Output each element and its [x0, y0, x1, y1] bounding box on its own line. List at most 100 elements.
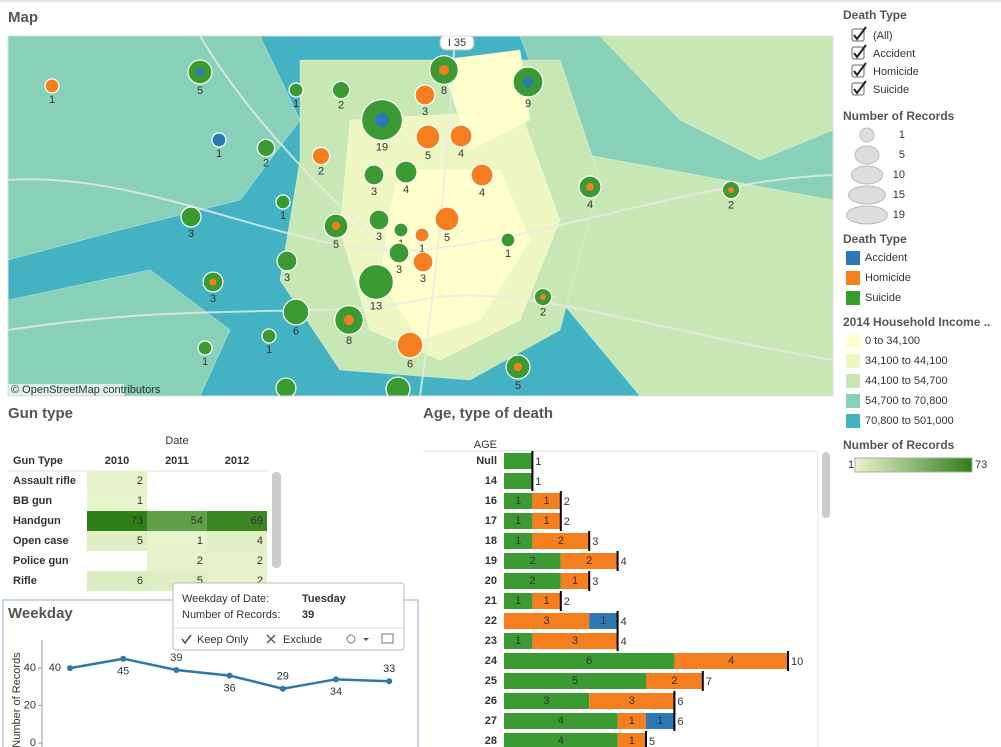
bar-segment[interactable] [504, 473, 533, 489]
point[interactable] [173, 666, 180, 673]
bubble[interactable] [275, 377, 297, 398]
bar-segment[interactable] [560, 573, 590, 589]
cell[interactable] [207, 551, 267, 571]
cell[interactable] [87, 531, 147, 551]
cell[interactable] [87, 571, 147, 591]
bar-segment[interactable] [560, 553, 618, 569]
bar-segment[interactable] [504, 653, 675, 669]
bubble-label: 6 [407, 359, 413, 371]
bubble[interactable] [368, 209, 390, 231]
filter-label[interactable]: Suicide [873, 84, 909, 96]
point[interactable] [120, 655, 127, 662]
bubble[interactable] [288, 82, 304, 98]
bubble[interactable] [415, 124, 441, 150]
bar-segment[interactable] [532, 593, 561, 609]
scrollbar[interactable] [822, 452, 830, 518]
map[interactable]: I 35151219839122543444213531151333313268… [8, 35, 833, 414]
bubble[interactable] [357, 263, 395, 301]
checkbox[interactable] [851, 64, 865, 78]
point[interactable] [386, 678, 393, 685]
bubble[interactable] [434, 206, 460, 232]
bubble[interactable] [261, 328, 277, 344]
bar-segment[interactable] [504, 613, 590, 629]
cell[interactable] [87, 491, 147, 511]
filter-label[interactable]: (All) [873, 30, 893, 42]
bar-segment[interactable] [504, 693, 590, 709]
bubble[interactable] [449, 124, 473, 148]
bubble[interactable] [394, 160, 418, 184]
bar-segment[interactable] [532, 493, 561, 509]
bar-segment[interactable] [617, 713, 646, 729]
scrollbar[interactable] [272, 472, 281, 568]
view-data-icon[interactable] [381, 633, 394, 644]
bubble-inner [343, 314, 355, 326]
bar-segment[interactable] [504, 673, 646, 689]
bar-segment[interactable] [646, 713, 675, 729]
bubble[interactable] [311, 146, 331, 166]
point[interactable] [67, 665, 73, 672]
bubble[interactable] [180, 206, 202, 228]
bar-segment[interactable] [504, 713, 618, 729]
bubble[interactable] [275, 194, 291, 210]
bar-segment[interactable] [504, 513, 533, 529]
bar-segment[interactable] [589, 693, 675, 709]
cell[interactable] [147, 551, 207, 571]
bubble[interactable] [197, 340, 213, 356]
tooltip-action[interactable]: Keep Only [197, 634, 249, 646]
filter-label[interactable]: Homicide [873, 66, 919, 78]
filter-label[interactable]: Accident [873, 48, 915, 60]
cell[interactable] [207, 511, 267, 531]
cell[interactable] [147, 531, 207, 551]
column-group: Date [165, 435, 188, 447]
bar-segment[interactable] [646, 673, 703, 689]
bar-segment[interactable] [504, 553, 561, 569]
bar-segment[interactable] [504, 633, 533, 649]
bubble[interactable] [393, 222, 409, 238]
checkbox[interactable] [851, 82, 865, 96]
cell[interactable] [87, 511, 147, 531]
bubble[interactable] [414, 84, 436, 106]
bubble[interactable] [385, 376, 411, 401]
checkbox[interactable] [851, 28, 865, 42]
bubble[interactable] [44, 78, 60, 94]
tooltip-action[interactable]: Exclude [283, 634, 322, 646]
bubble-inner [522, 76, 534, 88]
bubble[interactable] [470, 163, 494, 187]
bar-segment[interactable] [504, 573, 561, 589]
bubble[interactable] [414, 227, 430, 243]
bubble[interactable] [331, 80, 351, 100]
group-icon[interactable] [346, 634, 356, 644]
bubble-label: 3 [284, 272, 290, 284]
bubble[interactable] [396, 331, 424, 359]
cell[interactable] [207, 531, 267, 551]
cell[interactable] [87, 471, 147, 491]
bar-segment[interactable] [504, 733, 618, 747]
bubble[interactable] [282, 298, 310, 326]
point[interactable] [333, 676, 339, 683]
bar-segment[interactable] [589, 613, 618, 629]
bubble[interactable] [211, 132, 227, 148]
bar-segment[interactable] [504, 493, 533, 509]
bubble[interactable] [412, 251, 434, 273]
point[interactable] [279, 685, 286, 692]
bar-segment[interactable] [504, 593, 533, 609]
bubble[interactable] [363, 164, 385, 186]
bar-segment[interactable] [617, 733, 646, 747]
bar-segment[interactable] [674, 653, 788, 669]
cell-value: 69 [251, 515, 263, 527]
bar-segment[interactable] [532, 513, 561, 529]
bar-segment[interactable] [504, 533, 533, 549]
bar-segment[interactable] [532, 533, 590, 549]
size-swatch [846, 205, 888, 225]
bar-segment[interactable] [532, 633, 618, 649]
checkbox[interactable] [851, 46, 865, 60]
bubble[interactable] [276, 250, 298, 272]
bubble-label: 5 [425, 150, 431, 162]
point[interactable] [226, 672, 233, 679]
bubble[interactable] [256, 138, 276, 158]
bar-segment[interactable] [504, 453, 533, 469]
checkmark [853, 80, 867, 95]
bubble[interactable] [388, 242, 410, 264]
cell[interactable] [147, 511, 207, 531]
bubble[interactable] [500, 232, 516, 248]
